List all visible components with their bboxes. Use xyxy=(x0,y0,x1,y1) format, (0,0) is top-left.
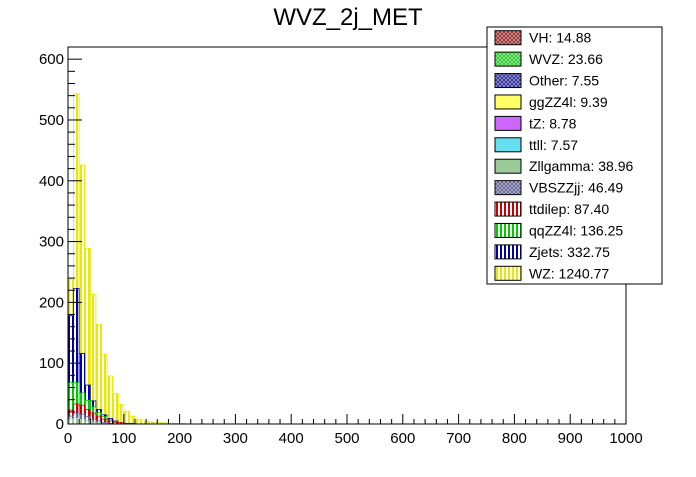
x-tick-label: 100 xyxy=(111,430,136,447)
legend-label: WVZ: 23.66 xyxy=(529,51,603,67)
x-tick-label: 1000 xyxy=(609,430,642,447)
x-tick-label: 300 xyxy=(223,430,248,447)
legend-swatch xyxy=(494,201,522,217)
x-tick-label: 0 xyxy=(64,430,72,447)
axes-group: 0 100 200 300 400 500 600 700 800 900 1000 0 100 200 3… xyxy=(39,46,643,447)
legend-label: ggZZ4l: 9.39 xyxy=(529,94,608,110)
bar-wz-8 xyxy=(112,393,119,425)
legend-label: VH: 14.88 xyxy=(529,30,591,46)
y-tick-label: 200 xyxy=(39,294,64,311)
legend-label: ttdilep: 87.40 xyxy=(529,201,609,217)
legend-swatch xyxy=(494,222,522,238)
y-tick-label: 400 xyxy=(39,173,64,190)
legend-swatch xyxy=(494,73,522,89)
bar-wz-7 xyxy=(106,375,114,425)
legend-swatch xyxy=(494,137,522,153)
y-tick-label: 0 xyxy=(56,416,64,433)
x-tick-label: 500 xyxy=(334,430,359,447)
bar-wz-10 xyxy=(123,410,130,425)
legend: VH: 14.88 WVZ: 23.66 Other: 7.55 ggZZ4l: 9.… xyxy=(486,26,663,285)
bar-zllgamma-2 xyxy=(78,418,86,425)
chart-title: WVZ_2j_MET xyxy=(273,4,423,31)
x-tick-label: 600 xyxy=(390,430,415,447)
bar-zllgamma-1 xyxy=(73,417,80,425)
legend-swatch xyxy=(494,158,522,174)
y-tick-label: 100 xyxy=(39,355,64,372)
legend-label: Zjets: 332.75 xyxy=(529,244,610,260)
bar-wz-6 xyxy=(101,353,108,425)
x-tick-label: 900 xyxy=(558,430,583,447)
y-tick-label: 600 xyxy=(39,51,64,68)
x-tick-label: 700 xyxy=(446,430,471,447)
legend-swatch xyxy=(494,30,522,46)
legend-label: Other: 7.55 xyxy=(529,73,599,89)
bar-zllgamma-0 xyxy=(67,418,74,425)
x-tick-label: 400 xyxy=(279,430,304,447)
legend-swatch xyxy=(494,115,522,131)
bar-wz-12 xyxy=(134,418,141,425)
legend-swatch xyxy=(494,244,522,260)
bar-wz-9 xyxy=(117,404,125,425)
x-tick-label: 200 xyxy=(167,430,192,447)
legend-box xyxy=(486,26,663,285)
legend-label: VBSZZjj: 46.49 xyxy=(529,180,623,196)
legend-label: tZ: 8.78 xyxy=(529,115,577,131)
legend-label: ttll: 7.57 xyxy=(529,137,578,153)
legend-label: Zllgamma: 38.96 xyxy=(529,158,633,174)
legend-label: qqZZ4l: 136.25 xyxy=(529,222,623,238)
x-tick-label: 800 xyxy=(502,430,527,447)
bar-wz-11 xyxy=(128,415,136,425)
legend-label: WZ: 1240.77 xyxy=(529,265,609,281)
legend-swatch xyxy=(494,94,522,110)
legend-swatch xyxy=(494,180,522,196)
y-tick-label: 300 xyxy=(39,234,64,251)
legend-swatch xyxy=(494,51,522,67)
legend-swatch xyxy=(494,265,522,281)
y-tick-label: 500 xyxy=(39,112,64,129)
